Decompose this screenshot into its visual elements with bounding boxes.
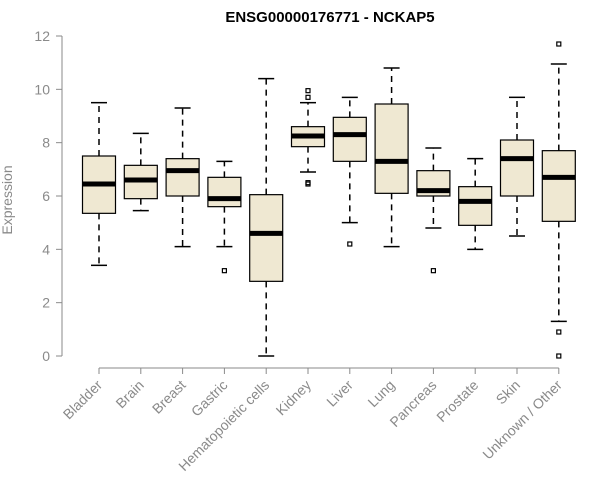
x-tick-label: Prostate	[433, 377, 481, 425]
x-tick-label: Lung	[364, 377, 397, 410]
iqr-box	[374, 103, 409, 194]
outlier-point	[556, 41, 562, 47]
x-tick-label: Unknown / Other	[479, 377, 565, 463]
box-hematopoietic-cells	[249, 77, 284, 357]
outlier-point	[556, 329, 562, 335]
outlier-point	[347, 241, 353, 247]
outlier-point	[305, 94, 311, 100]
box-lung	[374, 67, 409, 248]
y-tick-label: 12	[34, 28, 50, 44]
x-tick-label: Liver	[323, 377, 356, 410]
y-axis: 0 2 4 6 8 10 12	[34, 28, 63, 364]
y-tick-label: 6	[42, 188, 50, 204]
iqr-box	[499, 139, 535, 197]
outlier-point	[305, 88, 311, 94]
box-prostate	[458, 157, 493, 251]
x-tick-label: Breast	[149, 377, 189, 417]
y-tick-label: 2	[42, 295, 50, 311]
chart-title: ENSG00000176771 - NCKAP5	[225, 9, 434, 26]
y-tick-label: 4	[42, 241, 50, 257]
x-tick-label: Brain	[112, 377, 146, 411]
iqr-box	[332, 116, 367, 162]
iqr-box	[207, 176, 242, 208]
outlier-point	[430, 268, 436, 274]
box-breast	[165, 107, 200, 248]
box-kidney	[290, 88, 326, 187]
x-tick-label: Skin	[493, 377, 524, 408]
box-skin	[499, 96, 535, 237]
y-tick-label: 10	[34, 81, 50, 97]
y-tick-label: 8	[42, 135, 50, 151]
y-axis-label: Expression	[0, 165, 15, 234]
x-tick-label: Kidney	[273, 377, 315, 419]
box-unknown-other	[541, 41, 576, 359]
box-liver	[332, 96, 367, 247]
outlier-point	[305, 181, 311, 187]
x-tick-label: Bladder	[60, 377, 106, 423]
outlier-point	[556, 353, 562, 359]
box-bladder	[81, 101, 117, 267]
box-series	[81, 41, 576, 359]
box-brain	[123, 132, 158, 212]
y-tick-label: 0	[42, 348, 50, 364]
iqr-box	[249, 194, 284, 282]
box-gastric	[207, 160, 242, 274]
box-pancreas	[416, 147, 451, 274]
outlier-point	[305, 180, 311, 186]
iqr-box	[541, 150, 576, 222]
outlier-point	[221, 268, 227, 274]
iqr-box	[165, 158, 200, 197]
iqr-box	[458, 186, 493, 226]
